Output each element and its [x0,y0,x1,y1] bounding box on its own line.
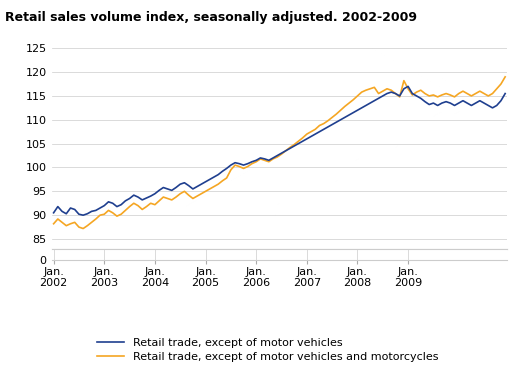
Legend: Retail trade, except of motor vehicles, Retail trade, except of motor vehicles a: Retail trade, except of motor vehicles, … [97,338,439,362]
Retail trade, except of motor vehicles [456,101,462,105]
Retail trade, except of motor vehicles [266,158,272,162]
Retail trade, except of motor vehicles and motorcycles [50,221,57,226]
Retail trade, except of motor vehicles [447,101,453,105]
Retail trade, except of motor vehicles [80,213,86,217]
Retail trade, except of motor vehicles [127,196,133,201]
Text: Retail sales volume index, seasonally adjusted. 2002-2009: Retail sales volume index, seasonally ad… [5,11,417,24]
Retail trade, except of motor vehicles and motorcycles [502,75,508,79]
Retail trade, except of motor vehicles [50,211,57,215]
Retail trade, except of motor vehicles [502,91,508,96]
Retail trade, except of motor vehicles [101,203,107,208]
Retail trade, except of motor vehicles and motorcycles [414,90,420,94]
Retail trade, except of motor vehicles and motorcycles [498,82,504,86]
Line: Retail trade, except of motor vehicles and motorcycles: Retail trade, except of motor vehicles a… [54,77,505,229]
Retail trade, except of motor vehicles and motorcycles [127,204,133,209]
Retail trade, except of motor vehicles and motorcycles [443,91,449,96]
Retail trade, except of motor vehicles and motorcycles [80,226,86,231]
Retail trade, except of motor vehicles and motorcycles [101,212,107,216]
Retail trade, except of motor vehicles [405,84,411,89]
Retail trade, except of motor vehicles and motorcycles [266,160,272,164]
Line: Retail trade, except of motor vehicles: Retail trade, except of motor vehicles [54,86,505,215]
Retail trade, except of motor vehicles [418,96,424,101]
